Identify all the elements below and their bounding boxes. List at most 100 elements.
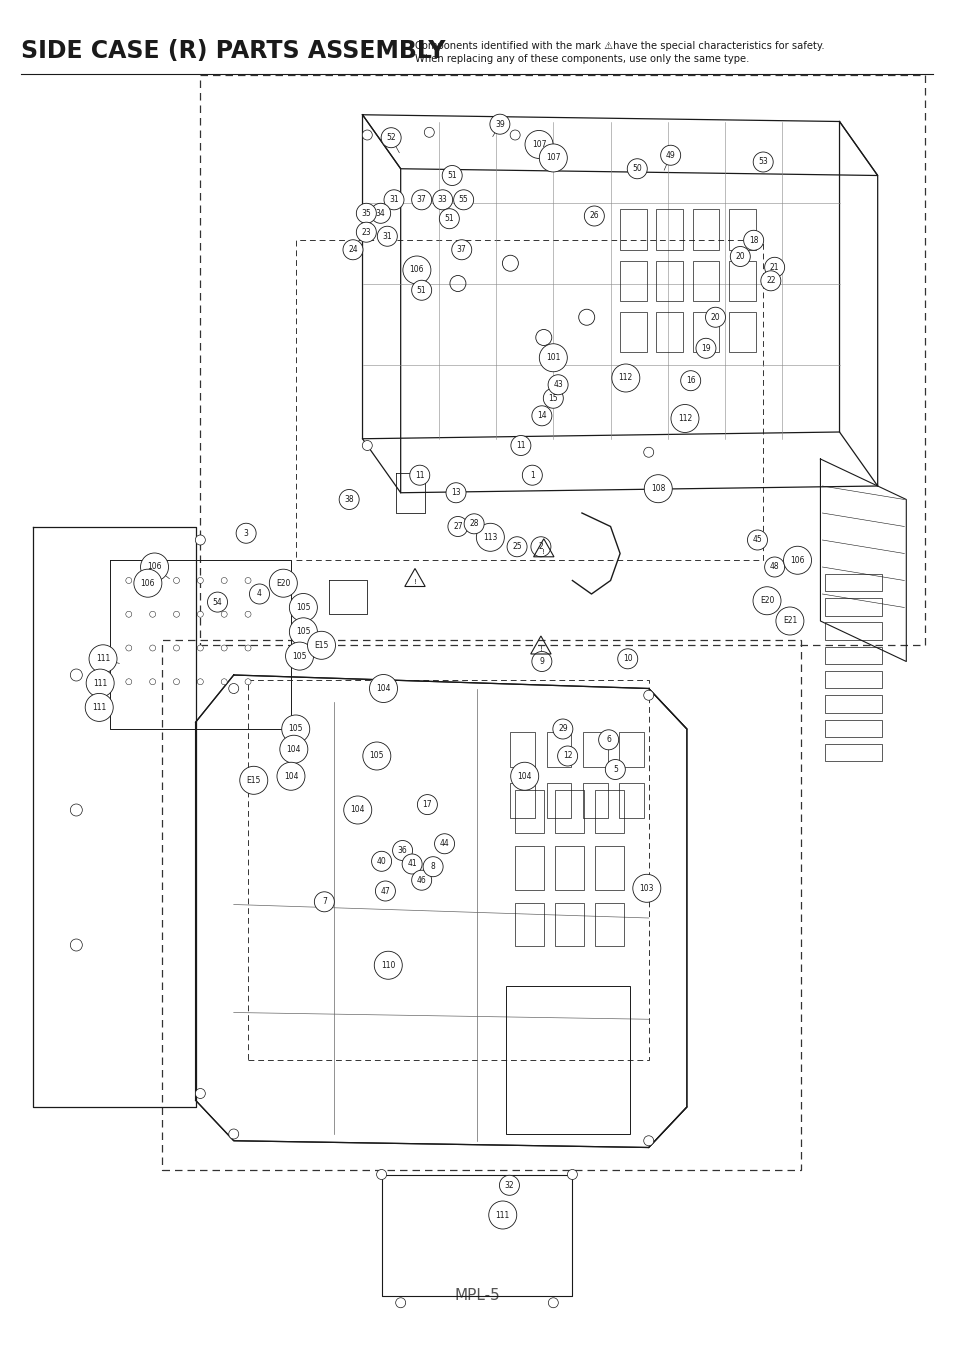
Circle shape xyxy=(696,339,715,358)
Text: 22: 22 xyxy=(765,277,775,285)
Circle shape xyxy=(553,720,572,738)
Text: 103: 103 xyxy=(639,884,654,892)
Circle shape xyxy=(670,405,699,432)
Circle shape xyxy=(538,144,567,171)
Text: 15: 15 xyxy=(548,394,558,402)
Circle shape xyxy=(760,271,780,290)
Bar xyxy=(824,598,882,616)
Circle shape xyxy=(381,128,400,147)
Circle shape xyxy=(150,578,155,583)
Circle shape xyxy=(412,871,431,890)
Circle shape xyxy=(281,716,310,742)
Circle shape xyxy=(289,594,317,621)
Circle shape xyxy=(239,767,268,794)
Circle shape xyxy=(126,645,132,651)
Bar xyxy=(728,312,755,352)
Circle shape xyxy=(499,1176,518,1195)
Bar xyxy=(824,671,882,689)
Text: 24: 24 xyxy=(348,246,357,254)
Text: 110: 110 xyxy=(380,961,395,969)
Bar xyxy=(162,640,801,1170)
Text: 106: 106 xyxy=(409,266,424,274)
Circle shape xyxy=(150,612,155,617)
Circle shape xyxy=(371,204,390,223)
Circle shape xyxy=(476,524,504,551)
Circle shape xyxy=(89,645,117,672)
Text: 111: 111 xyxy=(92,703,106,711)
Circle shape xyxy=(627,159,646,178)
Bar xyxy=(619,209,646,250)
Bar xyxy=(618,783,643,818)
Text: E15: E15 xyxy=(314,641,329,649)
Text: 104: 104 xyxy=(375,684,391,693)
Bar xyxy=(656,209,682,250)
Text: 37: 37 xyxy=(456,246,466,254)
Text: 52: 52 xyxy=(386,134,395,142)
Bar xyxy=(595,903,623,946)
Circle shape xyxy=(435,834,454,853)
Circle shape xyxy=(276,763,305,790)
Text: !: ! xyxy=(413,579,416,585)
Text: 10: 10 xyxy=(622,655,632,663)
Text: 11: 11 xyxy=(516,441,525,450)
Text: 46: 46 xyxy=(416,876,426,884)
Bar xyxy=(619,261,646,301)
Bar xyxy=(582,783,607,818)
Text: 19: 19 xyxy=(700,344,710,352)
Text: 13: 13 xyxy=(451,489,460,497)
Circle shape xyxy=(197,578,203,583)
Text: 21: 21 xyxy=(769,263,779,271)
Text: E21: E21 xyxy=(782,617,796,625)
Circle shape xyxy=(221,679,227,684)
Bar xyxy=(555,903,583,946)
Circle shape xyxy=(362,440,372,451)
Text: E15: E15 xyxy=(246,776,261,784)
Text: 43: 43 xyxy=(553,381,562,389)
Circle shape xyxy=(643,690,653,701)
Text: 41: 41 xyxy=(407,860,416,868)
Text: 51: 51 xyxy=(447,171,456,180)
Text: 104: 104 xyxy=(350,806,365,814)
Circle shape xyxy=(643,447,653,458)
Text: 105: 105 xyxy=(288,725,303,733)
Bar xyxy=(619,312,646,352)
Circle shape xyxy=(229,683,238,694)
Text: 106: 106 xyxy=(147,563,162,571)
Bar xyxy=(824,647,882,664)
Circle shape xyxy=(680,371,700,390)
Circle shape xyxy=(343,796,372,824)
Circle shape xyxy=(490,115,509,134)
Circle shape xyxy=(705,308,724,327)
Circle shape xyxy=(126,612,132,617)
Text: 20: 20 xyxy=(735,252,744,261)
Text: 33: 33 xyxy=(437,196,447,204)
Bar xyxy=(595,790,623,833)
Circle shape xyxy=(548,1297,558,1308)
Circle shape xyxy=(643,475,672,502)
Circle shape xyxy=(424,127,434,138)
Circle shape xyxy=(752,587,781,614)
Text: 3: 3 xyxy=(243,529,249,537)
Text: 51: 51 xyxy=(444,215,454,223)
Circle shape xyxy=(150,645,155,651)
Text: SIDE CASE (R) PARTS ASSEMBLY: SIDE CASE (R) PARTS ASSEMBLY xyxy=(21,39,445,63)
Circle shape xyxy=(221,578,227,583)
Circle shape xyxy=(245,578,251,583)
Bar xyxy=(546,783,571,818)
Circle shape xyxy=(782,547,811,574)
Bar xyxy=(555,790,583,833)
Circle shape xyxy=(584,207,603,225)
Text: When replacing any of these components, use only the same type.: When replacing any of these components, … xyxy=(415,54,748,65)
Bar xyxy=(824,574,882,591)
Circle shape xyxy=(236,524,255,543)
Text: 105: 105 xyxy=(295,628,311,636)
Text: 20: 20 xyxy=(710,313,720,321)
Circle shape xyxy=(402,256,431,284)
Text: 23: 23 xyxy=(361,228,371,236)
Bar xyxy=(618,732,643,767)
Text: 11: 11 xyxy=(415,471,424,479)
Circle shape xyxy=(245,679,251,684)
Circle shape xyxy=(377,227,396,246)
Circle shape xyxy=(753,153,772,171)
Circle shape xyxy=(356,223,375,242)
